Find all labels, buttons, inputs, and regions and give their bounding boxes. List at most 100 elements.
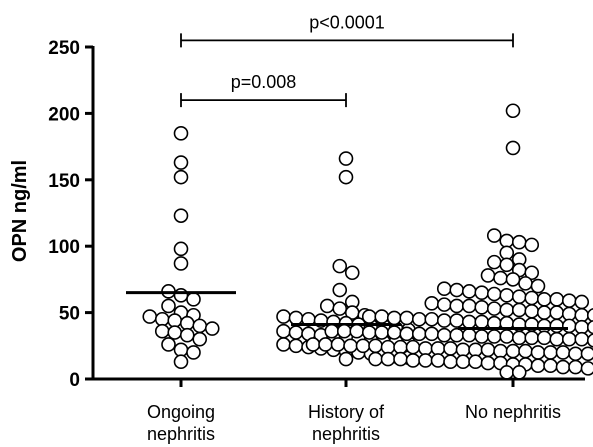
data-point [574, 331, 590, 347]
data-point [173, 342, 189, 358]
y-tick-label: 250 [48, 38, 80, 59]
x-tick-label: nephritis [147, 424, 215, 444]
data-point [530, 358, 546, 374]
data-point [318, 337, 333, 352]
data-point [518, 276, 533, 291]
data-point [449, 298, 465, 314]
data-point [192, 318, 208, 334]
data-point [154, 311, 170, 327]
y-tick-label: 100 [48, 237, 80, 258]
data-point [443, 341, 458, 356]
data-point [393, 339, 408, 355]
data-point [480, 355, 496, 371]
data-point [530, 345, 546, 360]
data-point [511, 330, 527, 346]
data-point [393, 351, 408, 367]
data-point [586, 308, 593, 323]
data-point [443, 354, 458, 370]
data-point [332, 301, 348, 316]
data-point [568, 346, 583, 362]
data-point [430, 341, 446, 356]
data-point [524, 330, 540, 346]
data-point [499, 257, 515, 273]
data-point [574, 319, 590, 335]
data-point [505, 103, 521, 119]
data-point [161, 337, 176, 352]
data-point [380, 339, 396, 355]
data-point [173, 169, 189, 185]
data-point [505, 140, 521, 156]
data-point [368, 351, 383, 367]
data-point [461, 298, 477, 314]
x-tick-label: Ongoing [147, 402, 215, 422]
data-point [173, 288, 189, 303]
data-point [424, 296, 440, 311]
data-point [561, 318, 577, 334]
data-point [192, 331, 208, 347]
data-point [355, 338, 371, 354]
data-point [555, 345, 571, 360]
data-point [161, 298, 176, 314]
data-point [418, 353, 433, 368]
data-point [468, 354, 483, 370]
data-point [561, 293, 577, 308]
data-point [405, 353, 421, 368]
data-point [332, 282, 348, 298]
data-point [361, 309, 377, 324]
data-point [568, 359, 583, 375]
data-point [204, 321, 220, 336]
data-point [411, 311, 427, 327]
data-point [499, 233, 515, 249]
data-point [399, 310, 415, 326]
data-point [468, 342, 483, 358]
data-point [555, 359, 571, 375]
data-point [499, 329, 515, 344]
data-point [574, 307, 590, 323]
data-point [561, 331, 577, 347]
data-point [424, 326, 440, 342]
p-value-label: p<0.0001 [309, 12, 385, 32]
data-point [455, 354, 471, 370]
data-point [288, 325, 304, 340]
data-point [349, 323, 365, 339]
data-point [499, 302, 515, 318]
data-point [411, 326, 427, 342]
data-point [142, 309, 158, 324]
data-point [524, 237, 540, 253]
data-point [455, 342, 471, 358]
data-point [330, 337, 346, 352]
data-point [449, 282, 465, 298]
data-point [511, 302, 527, 318]
data-point [536, 318, 552, 334]
data-point [530, 278, 546, 294]
x-tick-label: nephritis [312, 424, 380, 444]
data-point [436, 313, 452, 328]
data-point [474, 329, 490, 344]
data-point [399, 326, 415, 342]
y-tick-label: 0 [69, 370, 80, 391]
data-point [338, 351, 354, 367]
data-point [486, 329, 502, 344]
x-tick-label: History of [308, 402, 385, 422]
data-point [549, 305, 565, 320]
data-point [336, 323, 352, 339]
data-point [179, 315, 195, 331]
data-point [461, 327, 477, 343]
y-tick-label: 150 [48, 171, 80, 192]
data-point [405, 339, 421, 355]
data-point [499, 288, 515, 303]
data-point [338, 169, 354, 185]
data-point [518, 343, 533, 359]
data-point [480, 268, 496, 283]
data-point [461, 314, 477, 330]
data-point [344, 265, 360, 281]
data-point [549, 318, 565, 334]
data-point [493, 270, 508, 286]
data-point [536, 292, 552, 307]
data-point [305, 337, 321, 352]
data-point [324, 323, 340, 339]
data-point [374, 309, 390, 324]
data-point [524, 290, 540, 306]
